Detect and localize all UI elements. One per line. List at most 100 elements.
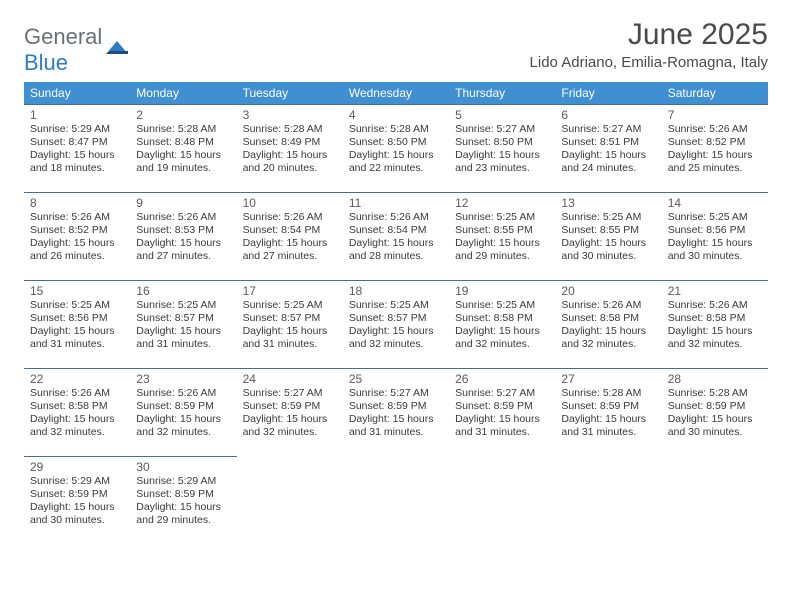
day-details: Sunrise: 5:26 AMSunset: 8:53 PMDaylight:… [136, 211, 230, 264]
day-details: Sunrise: 5:25 AMSunset: 8:55 PMDaylight:… [561, 211, 655, 264]
day-number: 18 [349, 284, 443, 298]
calendar-day-cell: 28Sunrise: 5:28 AMSunset: 8:59 PMDayligh… [662, 369, 768, 457]
calendar-day-cell: 7Sunrise: 5:26 AMSunset: 8:52 PMDaylight… [662, 105, 768, 193]
day-number: 5 [455, 108, 549, 122]
calendar-day-cell: 24Sunrise: 5:27 AMSunset: 8:59 PMDayligh… [237, 369, 343, 457]
logo-text: General Blue [24, 24, 102, 76]
day-details: Sunrise: 5:28 AMSunset: 8:48 PMDaylight:… [136, 123, 230, 176]
day-details: Sunrise: 5:28 AMSunset: 8:50 PMDaylight:… [349, 123, 443, 176]
calendar-day-cell: 12Sunrise: 5:25 AMSunset: 8:55 PMDayligh… [449, 193, 555, 281]
day-details: Sunrise: 5:27 AMSunset: 8:59 PMDaylight:… [243, 387, 337, 440]
day-number: 21 [668, 284, 762, 298]
weekday-header: Thursday [449, 82, 555, 105]
day-details: Sunrise: 5:27 AMSunset: 8:59 PMDaylight:… [455, 387, 549, 440]
day-details: Sunrise: 5:28 AMSunset: 8:49 PMDaylight:… [243, 123, 337, 176]
calendar-day-cell: 17Sunrise: 5:25 AMSunset: 8:57 PMDayligh… [237, 281, 343, 369]
day-number: 24 [243, 372, 337, 386]
calendar-week-row: 1Sunrise: 5:29 AMSunset: 8:47 PMDaylight… [24, 105, 768, 193]
weekday-header: Tuesday [237, 82, 343, 105]
calendar-day-cell: 30Sunrise: 5:29 AMSunset: 8:59 PMDayligh… [130, 457, 236, 545]
day-number: 19 [455, 284, 549, 298]
calendar-day-cell: 4Sunrise: 5:28 AMSunset: 8:50 PMDaylight… [343, 105, 449, 193]
day-number: 25 [349, 372, 443, 386]
calendar-empty-cell [449, 457, 555, 545]
calendar-day-cell: 6Sunrise: 5:27 AMSunset: 8:51 PMDaylight… [555, 105, 661, 193]
calendar-week-row: 8Sunrise: 5:26 AMSunset: 8:52 PMDaylight… [24, 193, 768, 281]
calendar-day-cell: 26Sunrise: 5:27 AMSunset: 8:59 PMDayligh… [449, 369, 555, 457]
calendar-table: SundayMondayTuesdayWednesdayThursdayFrid… [24, 82, 768, 545]
header: General Blue June 2025 Lido Adriano, Emi… [24, 18, 768, 76]
day-details: Sunrise: 5:26 AMSunset: 8:58 PMDaylight:… [30, 387, 124, 440]
day-details: Sunrise: 5:26 AMSunset: 8:58 PMDaylight:… [561, 299, 655, 352]
day-details: Sunrise: 5:26 AMSunset: 8:58 PMDaylight:… [668, 299, 762, 352]
calendar-day-cell: 13Sunrise: 5:25 AMSunset: 8:55 PMDayligh… [555, 193, 661, 281]
calendar-day-cell: 27Sunrise: 5:28 AMSunset: 8:59 PMDayligh… [555, 369, 661, 457]
calendar-day-cell: 5Sunrise: 5:27 AMSunset: 8:50 PMDaylight… [449, 105, 555, 193]
calendar-week-row: 15Sunrise: 5:25 AMSunset: 8:56 PMDayligh… [24, 281, 768, 369]
day-details: Sunrise: 5:26 AMSunset: 8:54 PMDaylight:… [349, 211, 443, 264]
calendar-week-row: 22Sunrise: 5:26 AMSunset: 8:58 PMDayligh… [24, 369, 768, 457]
day-details: Sunrise: 5:25 AMSunset: 8:57 PMDaylight:… [243, 299, 337, 352]
day-number: 15 [30, 284, 124, 298]
calendar-day-cell: 20Sunrise: 5:26 AMSunset: 8:58 PMDayligh… [555, 281, 661, 369]
calendar-day-cell: 2Sunrise: 5:28 AMSunset: 8:48 PMDaylight… [130, 105, 236, 193]
calendar-day-cell: 19Sunrise: 5:25 AMSunset: 8:58 PMDayligh… [449, 281, 555, 369]
calendar-day-cell: 16Sunrise: 5:25 AMSunset: 8:57 PMDayligh… [130, 281, 236, 369]
day-number: 3 [243, 108, 337, 122]
day-number: 14 [668, 196, 762, 210]
calendar-day-cell: 1Sunrise: 5:29 AMSunset: 8:47 PMDaylight… [24, 105, 130, 193]
calendar-day-cell: 14Sunrise: 5:25 AMSunset: 8:56 PMDayligh… [662, 193, 768, 281]
day-number: 16 [136, 284, 230, 298]
logo-flag-icon [106, 38, 132, 63]
logo: General Blue [24, 18, 132, 76]
day-number: 11 [349, 196, 443, 210]
day-details: Sunrise: 5:28 AMSunset: 8:59 PMDaylight:… [668, 387, 762, 440]
day-number: 13 [561, 196, 655, 210]
day-number: 30 [136, 460, 230, 474]
calendar-week-row: 29Sunrise: 5:29 AMSunset: 8:59 PMDayligh… [24, 457, 768, 545]
calendar-day-cell: 21Sunrise: 5:26 AMSunset: 8:58 PMDayligh… [662, 281, 768, 369]
day-number: 20 [561, 284, 655, 298]
calendar-header-row: SundayMondayTuesdayWednesdayThursdayFrid… [24, 82, 768, 105]
calendar-day-cell: 9Sunrise: 5:26 AMSunset: 8:53 PMDaylight… [130, 193, 236, 281]
calendar-day-cell: 22Sunrise: 5:26 AMSunset: 8:58 PMDayligh… [24, 369, 130, 457]
day-details: Sunrise: 5:25 AMSunset: 8:55 PMDaylight:… [455, 211, 549, 264]
day-number: 7 [668, 108, 762, 122]
day-number: 22 [30, 372, 124, 386]
calendar-empty-cell [237, 457, 343, 545]
calendar-day-cell: 10Sunrise: 5:26 AMSunset: 8:54 PMDayligh… [237, 193, 343, 281]
calendar-day-cell: 23Sunrise: 5:26 AMSunset: 8:59 PMDayligh… [130, 369, 236, 457]
day-details: Sunrise: 5:25 AMSunset: 8:56 PMDaylight:… [668, 211, 762, 264]
weekday-header: Wednesday [343, 82, 449, 105]
calendar-day-cell: 8Sunrise: 5:26 AMSunset: 8:52 PMDaylight… [24, 193, 130, 281]
day-number: 1 [30, 108, 124, 122]
day-details: Sunrise: 5:29 AMSunset: 8:59 PMDaylight:… [136, 475, 230, 528]
day-details: Sunrise: 5:26 AMSunset: 8:59 PMDaylight:… [136, 387, 230, 440]
day-details: Sunrise: 5:27 AMSunset: 8:51 PMDaylight:… [561, 123, 655, 176]
day-number: 23 [136, 372, 230, 386]
day-number: 8 [30, 196, 124, 210]
day-details: Sunrise: 5:25 AMSunset: 8:56 PMDaylight:… [30, 299, 124, 352]
logo-part2: Blue [24, 50, 68, 75]
weekday-header: Monday [130, 82, 236, 105]
day-details: Sunrise: 5:26 AMSunset: 8:54 PMDaylight:… [243, 211, 337, 264]
calendar-empty-cell [662, 457, 768, 545]
day-details: Sunrise: 5:29 AMSunset: 8:59 PMDaylight:… [30, 475, 124, 528]
day-number: 17 [243, 284, 337, 298]
weekday-header: Sunday [24, 82, 130, 105]
day-details: Sunrise: 5:25 AMSunset: 8:57 PMDaylight:… [136, 299, 230, 352]
calendar-day-cell: 3Sunrise: 5:28 AMSunset: 8:49 PMDaylight… [237, 105, 343, 193]
day-number: 29 [30, 460, 124, 474]
calendar-day-cell: 15Sunrise: 5:25 AMSunset: 8:56 PMDayligh… [24, 281, 130, 369]
day-details: Sunrise: 5:27 AMSunset: 8:50 PMDaylight:… [455, 123, 549, 176]
day-number: 28 [668, 372, 762, 386]
day-number: 2 [136, 108, 230, 122]
day-number: 9 [136, 196, 230, 210]
calendar-day-cell: 18Sunrise: 5:25 AMSunset: 8:57 PMDayligh… [343, 281, 449, 369]
calendar-empty-cell [343, 457, 449, 545]
calendar-day-cell: 29Sunrise: 5:29 AMSunset: 8:59 PMDayligh… [24, 457, 130, 545]
day-number: 6 [561, 108, 655, 122]
day-details: Sunrise: 5:25 AMSunset: 8:58 PMDaylight:… [455, 299, 549, 352]
day-number: 4 [349, 108, 443, 122]
day-details: Sunrise: 5:29 AMSunset: 8:47 PMDaylight:… [30, 123, 124, 176]
